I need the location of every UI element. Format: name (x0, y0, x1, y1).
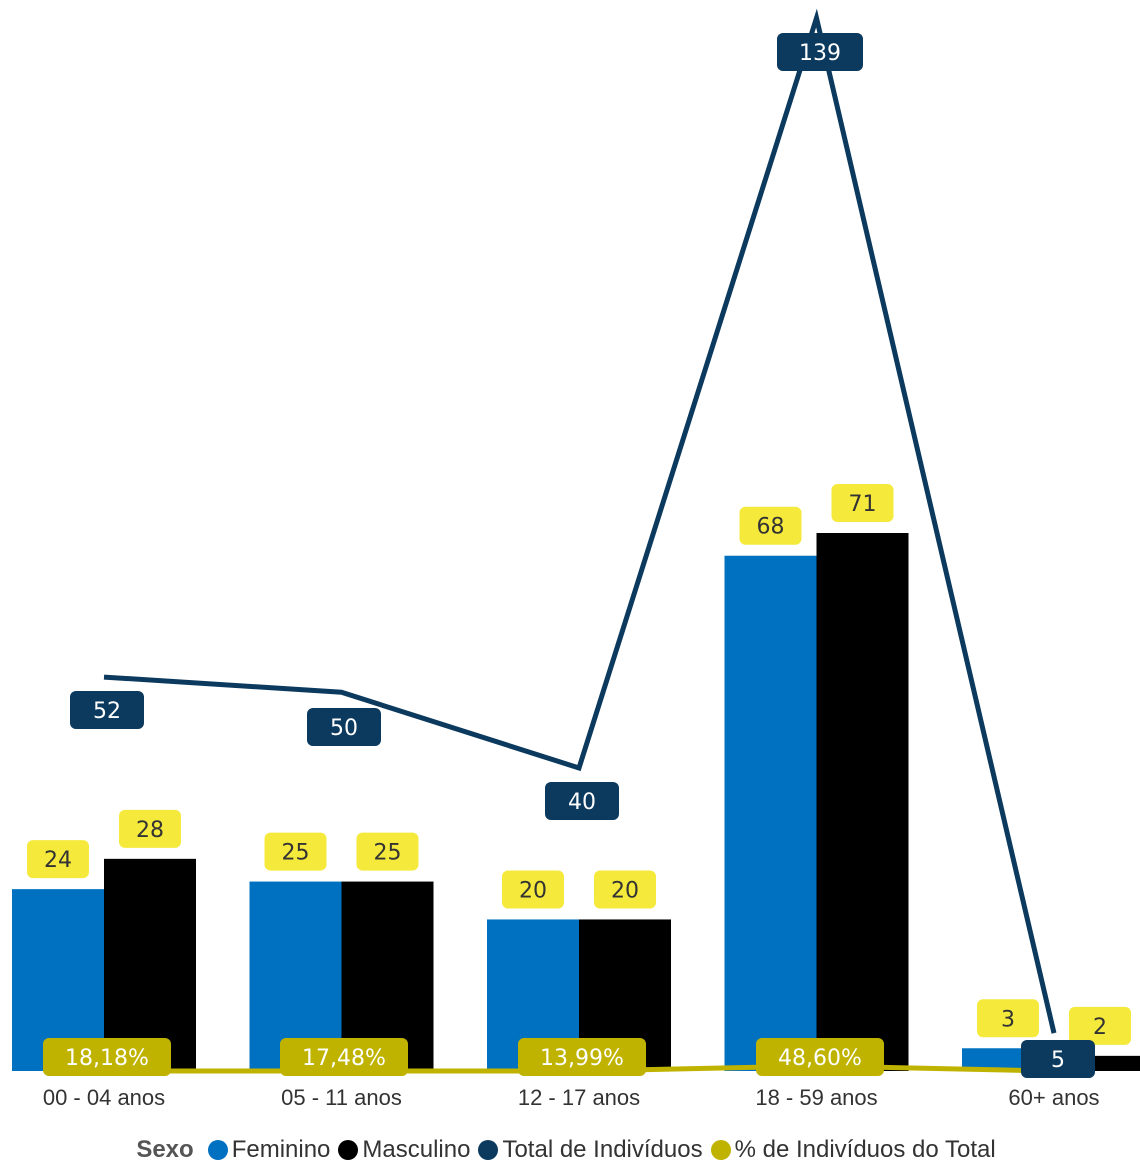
percent-data-label: 17,48% (302, 1046, 386, 1071)
bar-data-label-bg (739, 506, 802, 545)
bar-data-label-bg (1069, 1006, 1131, 1045)
percent-data-label-bg (756, 1038, 884, 1076)
x-tick-label: 00 - 04 anos (43, 1085, 165, 1110)
total-data-label-bg (307, 708, 381, 746)
bar-data-label-bg (27, 840, 89, 879)
legend-label: % de Indivíduos do Total (734, 1136, 996, 1163)
bar-data-label-bg (594, 870, 656, 909)
legend-dot-icon (478, 1140, 499, 1160)
legend-label: Total de Indivíduos (502, 1136, 703, 1163)
total-data-label-bg (777, 33, 863, 71)
x-tick-label: 18 - 59 anos (755, 1085, 877, 1110)
legend-label: Feminino (231, 1136, 331, 1163)
percent-data-label-bg (518, 1038, 646, 1076)
total-data-label-bg (1021, 1040, 1095, 1078)
bar-masculino (104, 858, 196, 1071)
legend-item-masculino[interactable]: Masculino (338, 1136, 470, 1164)
legend-dot-icon (338, 1140, 359, 1160)
total-line (103, 8, 1057, 1034)
total-data-label-bg (545, 782, 619, 820)
bar-data-label-bg (831, 484, 894, 522)
x-tick-label: 12 - 17 anos (518, 1085, 640, 1110)
percent-data-label-bg (280, 1038, 408, 1076)
total-data-label-bg (70, 691, 144, 729)
percent-data-label: 13,99% (540, 1046, 624, 1071)
bar-data-label: 20 (519, 878, 547, 903)
total-data-label: 139 (799, 41, 841, 66)
x-tick-label: 05 - 11 anos (281, 1085, 402, 1110)
legend-item-total[interactable]: Total de Indivíduos (478, 1136, 703, 1164)
percent-data-label-bg (43, 1038, 171, 1076)
bar-data-label: 68 (757, 515, 785, 540)
x-tick-label: 60+ anos (1008, 1085, 1099, 1110)
bar-data-label: 28 (136, 818, 164, 843)
bar-data-label-bg (356, 832, 419, 871)
legend-dot-icon (207, 1140, 228, 1160)
bar-data-label: 71 (849, 492, 877, 517)
bar-data-label: 2 (1093, 1015, 1107, 1040)
legend: Sexo Feminino Masculino Total de Indivíd… (0, 1136, 1140, 1164)
bar-feminino (724, 555, 817, 1071)
bar-data-label: 3 (1001, 1007, 1015, 1032)
total-data-label: 5 (1051, 1048, 1065, 1073)
total-data-label: 50 (330, 716, 358, 741)
bar-data-label-bg (119, 809, 181, 848)
bar-data-label-bg (977, 999, 1039, 1038)
legend-item-feminino[interactable]: Feminino (207, 1136, 331, 1164)
bar-data-label: 25 (374, 841, 402, 866)
total-data-label: 40 (568, 790, 596, 815)
chart: 24 28 25 25 20 20 68 71 3 2 52 50 40 139 5 18,18% 17,48%… (12, 8, 1140, 1110)
legend-item-percent[interactable]: % de Indivíduos do Total (710, 1136, 996, 1164)
bar-data-label: 24 (44, 848, 72, 873)
bar-data-label-bg (264, 832, 327, 871)
percent-data-label: 18,18% (65, 1046, 149, 1071)
legend-dot-icon (710, 1140, 731, 1160)
bar-data-label: 25 (282, 841, 310, 866)
percent-data-label: 48,60% (778, 1046, 862, 1071)
bar-data-label-bg (502, 870, 564, 909)
legend-title: Sexo (136, 1136, 194, 1163)
legend-label: Masculino (362, 1136, 471, 1163)
total-data-label: 52 (93, 699, 121, 724)
bar-data-label: 20 (611, 878, 639, 903)
bar-masculino (816, 533, 909, 1071)
